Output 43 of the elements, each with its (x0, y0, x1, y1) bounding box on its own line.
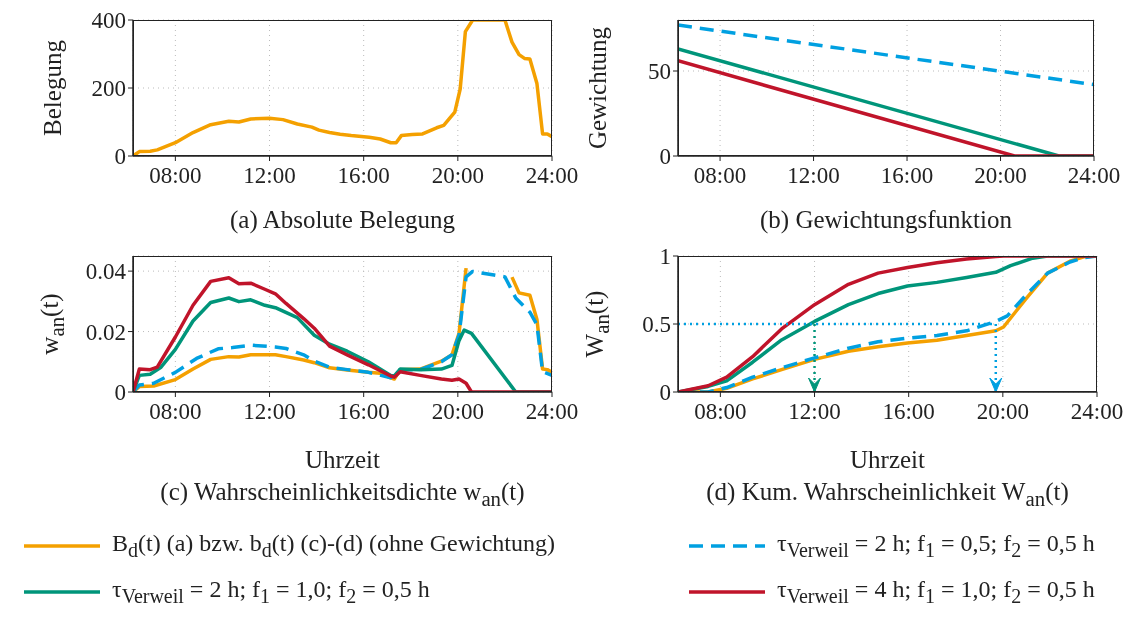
text: (c) Wahrscheinlichkeitsdichte w$_{an}$(t) (160, 478, 525, 512)
x-tick-label: 12:00 (787, 163, 840, 189)
legend-label: τ$_{Verweil}$ = 2 h; f$_{1}$ = 1,0; f$_{2}$ = 0,5 h (112, 575, 430, 608)
x-tick-label: 24:00 (1070, 399, 1124, 425)
x-tick-label: 16:00 (337, 399, 390, 425)
y-tick-label: 200 (91, 76, 126, 102)
y-tick-label: 50 (648, 59, 671, 85)
x-tick-label: 24:00 (525, 163, 579, 189)
y-tick-label: 0.5 (642, 312, 671, 338)
x-tick-label: 20:00 (431, 163, 485, 189)
legend-label: τ$_{Verweil}$ = 4 h; f$_{1}$ = 1,0; f$_{2}$ = 0,5 h (777, 575, 1095, 608)
x-tick-label: 08:00 (149, 399, 202, 425)
text: (d) Kum. Wahrscheinlichkeit W$_{an}$(t) (706, 478, 1069, 512)
x-tick-label: 12:00 (788, 399, 841, 425)
legend-label: τ$_{Verweil}$ = 2 h; f$_{1}$ = 0,5; f$_{2}$ = 0,5 h (777, 530, 1095, 562)
x-tick-label: 20:00 (976, 399, 1030, 425)
x-tick-label: 12:00 (243, 399, 296, 425)
x-tick-label: 08:00 (694, 399, 747, 425)
y-tick-label: 0.02 (85, 319, 126, 345)
y-tick-label: 400 (91, 8, 126, 34)
y-tick-label: 0 (659, 380, 671, 406)
text: (b) Gewichtungsfunktion (759, 206, 1013, 234)
y-tick-label: 0 (659, 144, 671, 170)
x-tick-label: 24:00 (1067, 163, 1121, 189)
y-tick-label: 0.04 (85, 259, 127, 285)
y-axis-title: Belegung (39, 40, 67, 136)
x-tick-label: 24:00 (525, 399, 579, 425)
x-tick-label: 16:00 (880, 163, 934, 189)
y-tick-label: 1 (659, 244, 671, 270)
y-axis-title: Gewichtung (584, 26, 612, 150)
x-tick-label: 20:00 (974, 163, 1027, 189)
x-tick-label: 20:00 (431, 399, 485, 425)
legend-label: B$_{d}$(t) (a) bzw. b$_{d}$(t) (c)-(d) (ohne Gewichtung) (112, 530, 555, 562)
x-tick-label: 08:00 (149, 163, 202, 189)
y-tick-label: 0 (114, 144, 126, 170)
x-tick-label: 08:00 (693, 163, 747, 189)
x-axis-title: Uhrzeit (850, 446, 925, 474)
text: (a) Absolute Belegung (230, 206, 455, 234)
x-tick-label: 16:00 (337, 163, 390, 189)
x-tick-label: 16:00 (882, 399, 935, 425)
x-axis-title: Uhrzeit (305, 446, 380, 474)
x-tick-label: 12:00 (243, 163, 296, 189)
y-tick-label: 0 (114, 380, 126, 406)
